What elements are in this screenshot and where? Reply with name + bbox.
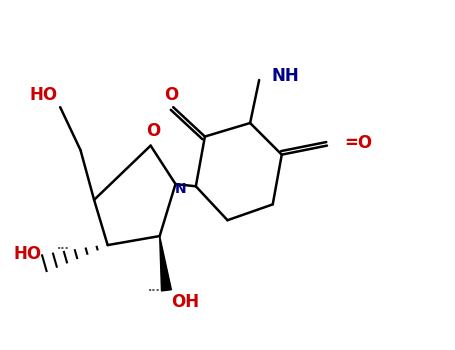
Text: ...: ... [57, 241, 70, 251]
Text: =O: =O [344, 134, 372, 152]
Text: O: O [146, 122, 160, 140]
Text: NH: NH [272, 68, 299, 85]
Polygon shape [160, 236, 172, 291]
Text: OH: OH [171, 293, 199, 310]
Text: HO: HO [30, 85, 58, 104]
Text: N: N [175, 182, 187, 196]
Text: O: O [164, 85, 178, 104]
Text: HO: HO [14, 245, 42, 263]
Text: ...: ... [148, 283, 161, 293]
